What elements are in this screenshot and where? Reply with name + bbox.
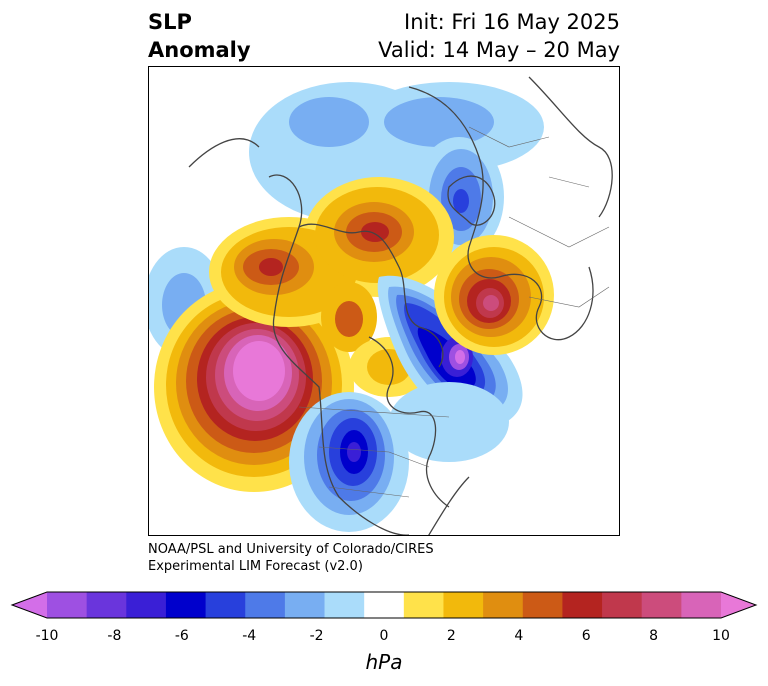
credit-text: NOAA/PSL and University of Colorado/CIRE… [148,541,434,575]
colorbar-tick-label: 8 [649,628,659,644]
colorbar-tick-label: 2 [446,628,456,644]
colorbar-tick-label: -4 [242,628,257,644]
negative-anomaly-united-states [289,382,509,532]
credit-line-1: NOAA/PSL and University of Colorado/CIRE… [148,542,434,557]
colorbar-segment [324,592,365,618]
negative-anomaly-atlantic [377,275,523,428]
valid-dates: Valid: 14 May – 20 May [378,38,620,62]
colorbar-segment [165,592,207,618]
colorbar-segment [562,592,603,618]
political-borders [298,126,610,498]
forecast-dates: Init: Fri 16 May 2025 Valid: 14 May – 20… [378,8,620,64]
title-line-1: SLP [148,10,192,34]
colorbar-segment [483,592,524,618]
map-canvas [149,76,613,535]
colorbar-segment [245,592,286,618]
anomaly-map [148,66,620,536]
colorbar-tick-label: 4 [514,628,524,644]
colorbar [10,591,758,619]
colorbar-units-label: hPa [365,650,403,674]
colorbar-tick-label: -6 [174,628,189,644]
credit-line-2: Experimental LIM Forecast (v2.0) [148,559,363,574]
colorbar-outline [10,591,758,619]
colorbar-segment [522,592,563,618]
colorbar-segment [403,592,444,618]
colorbar-segment [86,592,127,618]
colorbar-segment [47,592,88,618]
colorbar-segment [126,592,167,618]
colorbar-segment [364,592,405,618]
colorbar-tick-label: 6 [581,628,591,644]
colorbar-tick-label: -10 [35,628,59,644]
colorbar-segment [641,592,682,618]
colorbar-segment [443,592,484,618]
colorbar-tick-label: -2 [309,628,324,644]
colorbar-tick-label: 10 [712,628,730,644]
colorbar-segment [681,592,722,618]
colorbar-tick-label: -8 [107,628,122,644]
positive-anomaly-europe [434,235,554,355]
title-line-2: Anomaly [148,38,251,62]
colorbar-segment [205,592,246,618]
colorbar-segment [284,592,326,618]
map-title: SLP Anomaly [148,8,251,64]
negative-anomaly-north [249,82,544,257]
colorbar-segment [602,592,643,618]
init-date: Init: Fri 16 May 2025 [404,10,620,34]
colorbar-extend-high [721,592,756,618]
coastlines [188,76,613,535]
colorbar-extend-low [12,592,47,618]
colorbar-tick-label: 0 [379,628,389,644]
